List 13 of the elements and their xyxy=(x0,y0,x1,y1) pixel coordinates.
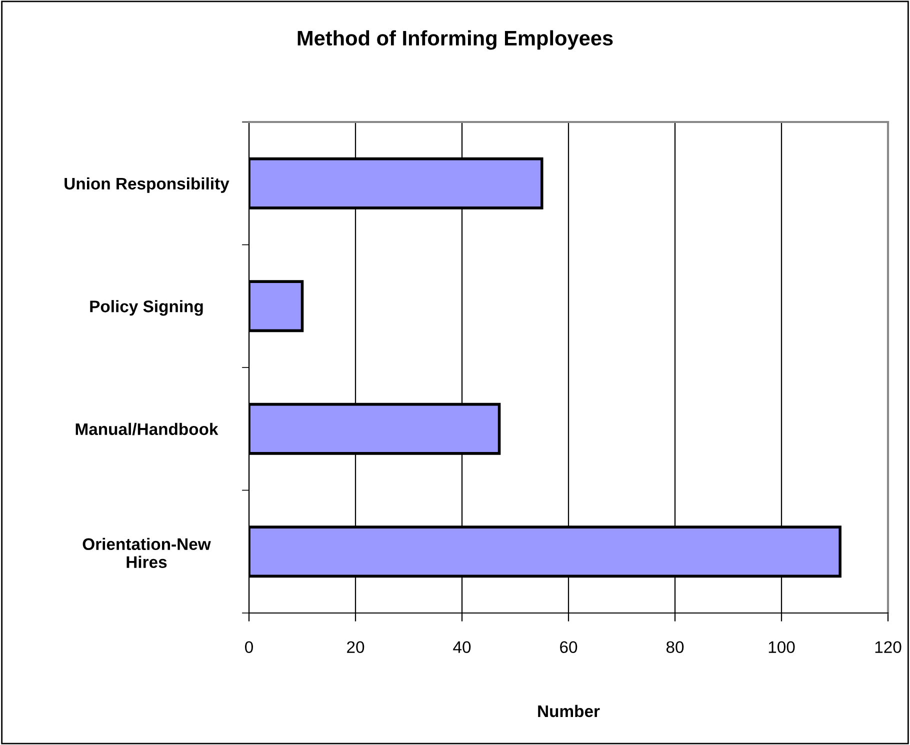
x-axis-title: Number xyxy=(538,704,600,718)
x-tick-label: 60 xyxy=(560,641,578,654)
x-tick-label: 80 xyxy=(666,641,684,654)
x-tick-label: 120 xyxy=(875,641,902,654)
x-tick-label: 20 xyxy=(347,641,364,654)
y-tick-label: Union Responsibility xyxy=(64,177,230,193)
chart-title: Method of Informing Employees xyxy=(298,30,613,50)
y-tick-label: Manual/Handbook xyxy=(76,422,218,436)
y-tick-label: Policy Signing xyxy=(90,300,203,316)
x-tick-label: 0 xyxy=(245,641,253,654)
x-tick-label: 40 xyxy=(453,641,471,654)
y-tick-label: Orientation-New Hires xyxy=(82,538,211,568)
x-tick-label: 100 xyxy=(768,641,795,654)
